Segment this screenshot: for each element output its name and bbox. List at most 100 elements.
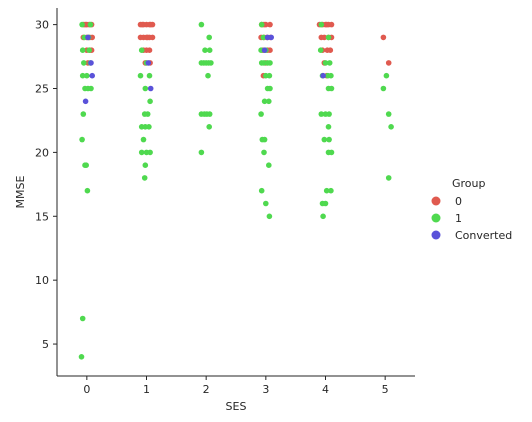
data-point-group-converted <box>268 34 275 41</box>
data-point-group-0 <box>323 21 330 28</box>
data-point-group-converted <box>320 72 326 79</box>
data-point-group-1 <box>323 187 330 194</box>
data-point-group-1 <box>198 149 205 156</box>
data-point-group-1 <box>326 136 332 143</box>
legend-marker <box>431 230 441 240</box>
data-point-group-1 <box>206 34 212 41</box>
data-point-group-1 <box>146 124 152 130</box>
data-point-group-converted <box>261 47 268 53</box>
data-point-group-0 <box>143 47 150 53</box>
x-tick-label: 3 <box>262 383 269 396</box>
legend-entry-label: Converted <box>455 229 512 242</box>
data-point-group-0 <box>321 34 328 41</box>
data-point-group-1 <box>202 47 208 53</box>
data-point-group-converted <box>88 60 94 66</box>
data-point-group-converted <box>85 34 91 41</box>
data-point-group-1 <box>78 354 85 360</box>
data-point-group-1 <box>84 187 91 194</box>
data-point-group-1 <box>322 200 329 207</box>
y-tick-label: 15 <box>35 210 49 223</box>
legend-marker <box>431 196 441 206</box>
data-point-group-1 <box>81 60 87 66</box>
data-point-group-1 <box>385 175 392 181</box>
data-point-group-1 <box>142 162 149 168</box>
data-point-group-1 <box>318 111 325 117</box>
data-point-group-1 <box>261 136 268 143</box>
data-point-group-1 <box>260 34 267 41</box>
x-tick-label: 2 <box>203 383 210 396</box>
data-point-group-converted <box>89 72 95 79</box>
axes <box>56 8 415 377</box>
legend-entries: 0 1 Converted <box>431 195 512 242</box>
data-point-group-converted <box>145 60 152 66</box>
data-point-group-1 <box>322 60 329 66</box>
data-point-group-1 <box>258 21 265 28</box>
data-point-group-1 <box>317 47 324 53</box>
data-point-group-1 <box>380 85 387 92</box>
data-point-group-1 <box>328 72 334 79</box>
data-point-group-1 <box>383 72 390 79</box>
data-point-group-1 <box>267 85 273 92</box>
data-point-group-1 <box>142 85 149 92</box>
data-point-group-1 <box>208 60 214 66</box>
data-point-group-1 <box>266 98 272 105</box>
data-point-group-1 <box>79 72 86 79</box>
data-point-group-1 <box>266 213 273 220</box>
data-point-group-1 <box>86 47 92 53</box>
data-point-group-1 <box>388 124 394 130</box>
data-point-group-1 <box>205 72 211 79</box>
legend-title: Group <box>452 177 486 190</box>
y-tick-label: 25 <box>35 83 49 96</box>
data-point-group-1 <box>266 72 273 79</box>
data-point-group-0 <box>327 47 334 53</box>
y-tick-label: 20 <box>35 146 49 159</box>
data-point-group-1 <box>79 47 86 53</box>
data-point-group-0 <box>380 34 387 41</box>
data-point-group-1 <box>198 21 205 28</box>
x-tick-label: 1 <box>143 383 150 396</box>
data-point-group-0 <box>267 21 273 28</box>
data-point-group-1 <box>141 175 148 181</box>
x-tick-label: 0 <box>83 383 90 396</box>
y-tick-label: 30 <box>35 19 49 32</box>
data-point-group-1 <box>206 124 212 130</box>
y-axis-label: MMSE <box>14 175 27 208</box>
data-point-group-1 <box>79 21 85 28</box>
data-point-group-1 <box>147 98 153 105</box>
data-point-group-1 <box>140 136 147 143</box>
data-point-group-converted <box>82 98 89 105</box>
data-point-group-1 <box>320 213 326 220</box>
y-tick-label: 10 <box>35 274 49 287</box>
data-point-group-1 <box>147 149 153 156</box>
data-point-group-1 <box>263 200 269 207</box>
x-tick-label: 4 <box>322 383 329 396</box>
data-point-group-1 <box>321 136 328 143</box>
legend-entry-label: 1 <box>455 212 462 225</box>
data-point-group-1 <box>137 72 144 79</box>
data-point-group-1 <box>261 98 268 105</box>
data-point-group-1 <box>385 111 392 117</box>
data-point-group-1 <box>206 47 213 53</box>
data-point-group-1 <box>258 111 264 117</box>
data-point-group-1 <box>79 136 85 143</box>
data-point-group-1 <box>328 187 334 194</box>
data-point-group-1 <box>80 111 87 117</box>
data-point-group-0 <box>328 21 335 28</box>
x-ticks: 0 1 2 3 4 5 <box>83 376 389 396</box>
x-tick-label: 5 <box>382 383 389 396</box>
data-point-group-1 <box>267 60 273 66</box>
data-point-group-1 <box>326 60 333 66</box>
data-point-group-1 <box>318 21 325 28</box>
data-point-group-0 <box>149 34 156 41</box>
x-axis-label: SES <box>226 400 247 413</box>
data-point-group-0 <box>144 34 151 41</box>
legend-marker <box>431 213 441 223</box>
data-point-group-1 <box>138 47 145 53</box>
data-point-group-1 <box>328 149 335 156</box>
data-point-group-1 <box>326 111 332 117</box>
data-point-group-converted <box>147 85 154 92</box>
data-point-group-1 <box>141 111 148 117</box>
data-point-group-1 <box>258 187 265 194</box>
data-point-group-1 <box>325 34 332 41</box>
